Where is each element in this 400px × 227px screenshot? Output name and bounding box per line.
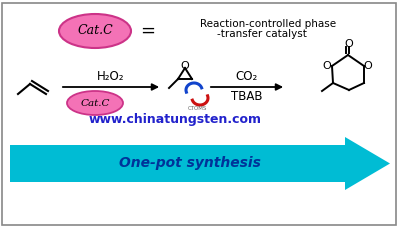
Text: O: O (181, 61, 189, 71)
Text: www.chinatungsten.com: www.chinatungsten.com (88, 113, 262, 126)
Text: One-pot synthesis: One-pot synthesis (119, 156, 261, 170)
Ellipse shape (67, 91, 123, 115)
Text: Reaction-controlled phase: Reaction-controlled phase (200, 19, 336, 29)
Text: O: O (323, 61, 331, 71)
Ellipse shape (59, 14, 131, 48)
Text: CTOMS: CTOMS (187, 106, 207, 111)
Text: TBAB: TBAB (231, 91, 263, 104)
Text: CO₂: CO₂ (236, 71, 258, 84)
Text: -transfer catalyst: -transfer catalyst (217, 29, 307, 39)
Text: H₂O₂: H₂O₂ (97, 71, 125, 84)
Polygon shape (10, 137, 390, 190)
Text: O: O (364, 61, 372, 71)
Text: Cat.C: Cat.C (77, 25, 113, 37)
Text: Cat.C: Cat.C (80, 99, 110, 108)
Text: O: O (345, 39, 353, 49)
Text: =: = (140, 22, 156, 40)
